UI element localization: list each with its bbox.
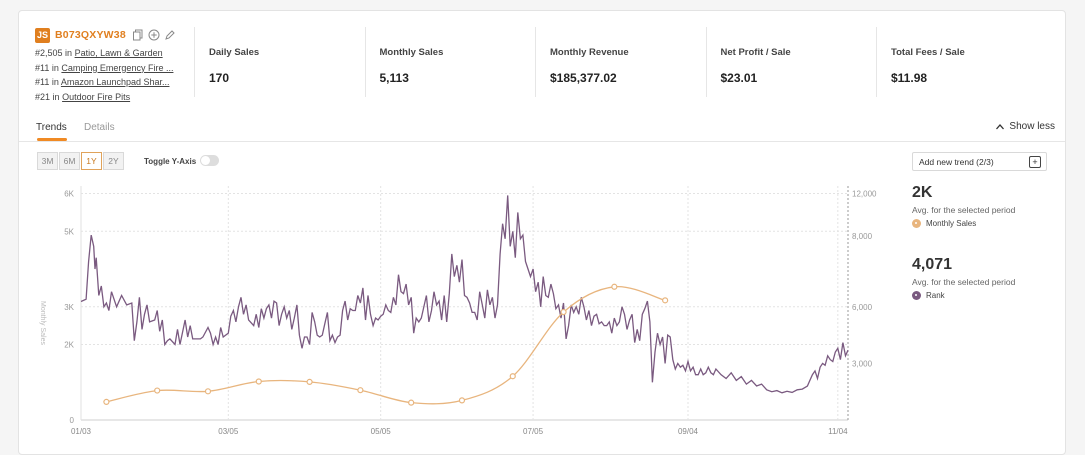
rank-average-value: 4,071 [912,256,953,273]
edit-icon[interactable] [164,29,176,41]
left-tick-label: 3K [64,303,74,312]
right-tick-label: 12,000 [852,190,877,199]
show-less-button[interactable]: Show less [995,121,1055,132]
add-trend-button[interactable]: Add new trend (2/3) + [912,152,1047,171]
eye-icon [912,291,921,300]
category-link[interactable]: Amazon Launchpad Shar... [60,77,170,87]
left-tick-label: 0 [70,416,75,425]
sales-point[interactable] [509,373,516,380]
left-tick-label: 2K [64,341,74,350]
period-6m-button[interactable]: 6M [59,152,80,170]
rank-line: #11 in Amazon Launchpad Shar... [35,77,170,87]
product-info: JS B073QXYW38 #2,505 in Patio, Lawn & Ga… [35,27,195,104]
tab-trends[interactable]: Trends [36,122,67,133]
stat-net-profit: Net Profit / Sale $23.01 [705,27,877,97]
sales-average-caption: Avg. for the selected period [912,205,1016,215]
legend-rank[interactable]: Rank [912,291,945,300]
product-card: JS B073QXYW38 #2,505 in Patio, Lawn & Ga… [18,10,1066,455]
x-tick-label: 05/05 [371,427,392,436]
left-axis-title: Monthly Sales [39,301,46,345]
asin-link[interactable]: B073QXYW38 [55,29,126,41]
sales-point[interactable] [204,388,212,395]
sales-point[interactable] [458,397,466,404]
sales-point[interactable] [154,387,161,394]
left-tick-label: 6K [64,190,74,199]
sales-point[interactable] [357,387,364,394]
stat-monthly-revenue: Monthly Revenue $185,377.02 [535,27,706,97]
x-tick-label: 07/05 [523,427,544,436]
period-2y-button[interactable]: 2Y [103,152,124,170]
toggle-y-axis-label: Toggle Y-Axis [144,157,197,166]
js-logo: JS [35,27,50,43]
period-selector: 3M 6M 1Y 2Y [37,152,125,170]
add-circle-icon[interactable] [148,29,160,41]
category-link[interactable]: Camping Emergency Fire ... [61,62,174,73]
right-tick-label: 6,000 [852,303,873,312]
rank-average-caption: Avg. for the selected period [912,277,1016,287]
stat-monthly-sales: Monthly Sales 5,113 [364,27,536,97]
period-1y-button[interactable]: 1Y [81,152,102,170]
right-tick-label: 3,000 [852,359,873,368]
sales-point[interactable] [255,378,262,385]
tab-details[interactable]: Details [84,122,115,133]
sales-point[interactable] [103,398,110,405]
product-header: JS B073QXYW38 #2,505 in Patio, Lawn & Ga… [19,11,1065,113]
x-tick-label: 03/05 [218,427,239,436]
sales-point[interactable] [662,297,669,304]
category-link[interactable]: Outdoor Fire Pits [62,91,131,102]
chevron-up-icon [996,123,1005,129]
stat-daily-sales: Daily Sales 170 [194,27,365,97]
plus-icon: + [1029,156,1041,168]
active-tab-indicator [37,138,67,141]
trend-chart: Monthly Sales 6K 5K 3K 2K 0 12,000 8,000 6,000… [39,186,877,436]
stats-bar: Daily Sales 170 Monthly Sales 5,113 Monthl… [194,11,1047,113]
right-tick-label: 8,000 [852,232,873,241]
rank-series-line [80,195,849,394]
sales-average-value: 2K [912,184,933,201]
toggle-y-axis-switch[interactable] [200,155,219,166]
period-3m-button[interactable]: 3M [37,152,58,170]
x-tick-label: 11/04 [828,427,848,436]
category-link[interactable]: Patio, Lawn & Garden [74,48,163,58]
sales-point[interactable] [560,308,567,316]
x-tick-label: 01/03 [71,427,92,436]
sales-point[interactable] [408,399,415,406]
left-tick-label: 5K [64,227,74,236]
eye-icon [912,219,921,228]
sales-point[interactable] [306,378,313,385]
rank-line: #2,505 in Patio, Lawn & Garden [35,48,163,58]
sales-point[interactable] [611,283,618,290]
legend-monthly-sales[interactable]: Monthly Sales [912,219,976,228]
stat-total-fees: Total Fees / Sale $11.98 [876,27,1047,97]
copy-icon[interactable] [132,29,144,41]
rank-line: #21 in Outdoor Fire Pits [35,91,131,102]
x-tick-label: 09/04 [678,427,699,436]
rank-line: #11 in Camping Emergency Fire ... [35,62,174,73]
tab-bar: Trends Details Show less [19,113,1065,142]
